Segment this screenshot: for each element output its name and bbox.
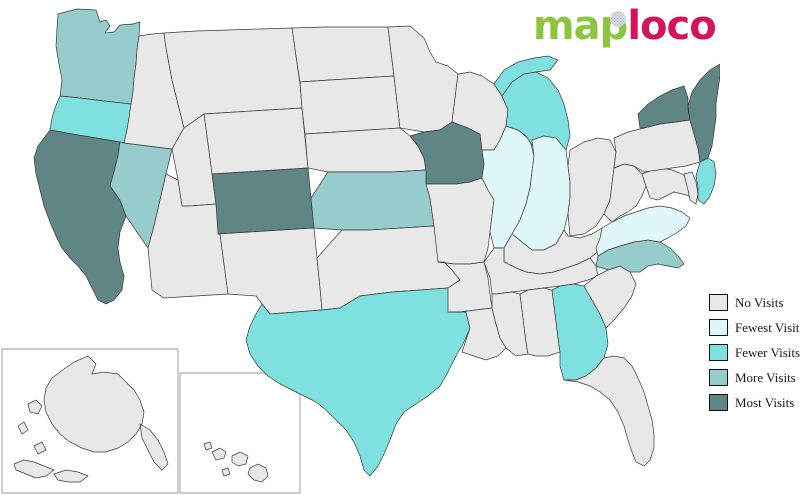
state-PA[interactable]: [614, 120, 700, 172]
state-VA[interactable]: [596, 206, 690, 256]
maploco-logo[interactable]: map loco: [533, 3, 717, 49]
legend-label-more-visits: More Visits: [735, 370, 796, 385]
legend-label-no-visits: No Visits: [735, 295, 784, 310]
state-HI[interactable]: [204, 442, 268, 482]
state-ND[interactable]: [292, 27, 394, 82]
state-OH[interactable]: [568, 138, 616, 236]
legend-item-fewest-visits[interactable]: Fewest Visits: [709, 315, 800, 340]
state-SD[interactable]: [300, 76, 400, 134]
state-FL[interactable]: [564, 356, 654, 466]
legend-item-more-visits[interactable]: More Visits: [709, 365, 800, 390]
us-map-svg: [0, 0, 720, 495]
map-legend: No Visits Fewest Visits Fewer Visits Mor…: [709, 290, 800, 415]
state-MN[interactable]: [388, 26, 458, 132]
us-choropleth-map[interactable]: [0, 0, 720, 495]
state-AK[interactable]: [14, 356, 168, 482]
state-NE[interactable]: [305, 128, 426, 172]
state-KS[interactable]: [311, 170, 434, 230]
legend-item-most-visits[interactable]: Most Visits: [709, 390, 800, 415]
hawaii-inset-frame: [180, 373, 300, 493]
legend-swatch-more-visits: [709, 369, 728, 386]
legend-swatch-fewest-visits: [709, 319, 728, 336]
state-TX[interactable]: [246, 280, 470, 476]
state-CO[interactable]: [212, 168, 314, 234]
alaska-inset-frame: [2, 349, 178, 493]
legend-item-no-visits[interactable]: No Visits: [709, 290, 800, 315]
state-NY[interactable]: [638, 64, 720, 162]
state-NM[interactable]: [218, 228, 322, 314]
legend-swatch-fewer-visits: [709, 344, 728, 361]
legend-label-fewer-visits: Fewer Visits: [735, 345, 800, 360]
state-NJ[interactable]: [696, 158, 716, 204]
legend-item-fewer-visits[interactable]: Fewer Visits: [709, 340, 800, 365]
state-MI[interactable]: [494, 56, 570, 158]
state-WY[interactable]: [204, 108, 308, 174]
legend-swatch-no-visits: [709, 294, 728, 311]
logo-text-loco: loco: [627, 3, 716, 49]
state-DE[interactable]: [684, 172, 698, 204]
logo-text-map: map: [533, 3, 628, 49]
legend-swatch-most-visits: [709, 394, 728, 411]
legend-label-most-visits: Most Visits: [735, 395, 795, 410]
state-LA[interactable]: [448, 308, 506, 360]
state-CA[interactable]: [34, 130, 126, 304]
legend-label-fewest-visits: Fewest Visits: [735, 320, 800, 335]
state-WA[interactable]: [56, 9, 140, 104]
